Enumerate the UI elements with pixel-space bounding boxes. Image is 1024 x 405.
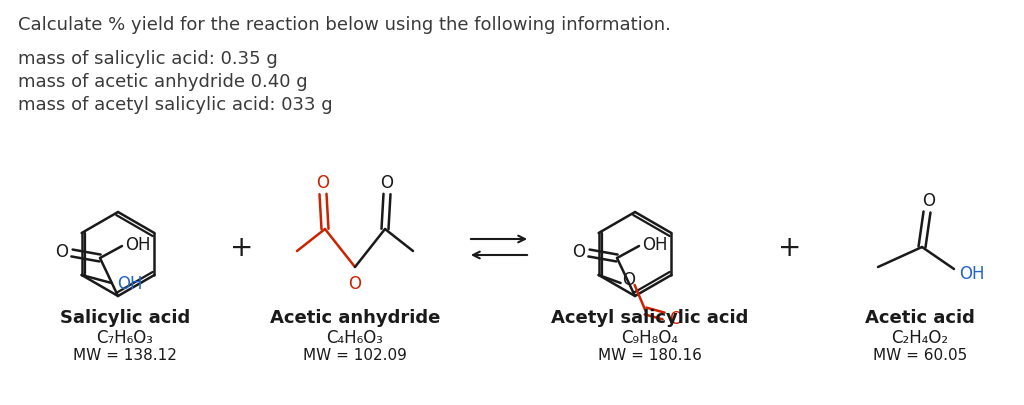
Text: O: O bbox=[923, 192, 936, 209]
Text: OH: OH bbox=[117, 274, 142, 292]
Text: Acetic acid: Acetic acid bbox=[865, 308, 975, 326]
Text: MW = 60.05: MW = 60.05 bbox=[872, 347, 967, 362]
Text: C₄H₆O₃: C₄H₆O₃ bbox=[327, 328, 383, 346]
Text: O: O bbox=[348, 274, 361, 292]
Text: Acetyl salicylic acid: Acetyl salicylic acid bbox=[551, 308, 749, 326]
Text: +: + bbox=[230, 233, 254, 261]
Text: mass of salicylic acid: 0.35 g: mass of salicylic acid: 0.35 g bbox=[18, 50, 278, 68]
Text: O: O bbox=[669, 309, 682, 327]
Text: mass of acetic anhydride 0.40 g: mass of acetic anhydride 0.40 g bbox=[18, 73, 307, 91]
Text: C₇H₆O₃: C₇H₆O₃ bbox=[96, 328, 154, 346]
Text: mass of acetyl salicylic acid: 033 g: mass of acetyl salicylic acid: 033 g bbox=[18, 96, 333, 114]
Text: O: O bbox=[381, 174, 393, 192]
Text: O: O bbox=[55, 243, 69, 260]
Text: OH: OH bbox=[125, 235, 151, 254]
Text: Calculate % yield for the reaction below using the following information.: Calculate % yield for the reaction below… bbox=[18, 16, 671, 34]
Text: Acetic anhydride: Acetic anhydride bbox=[269, 308, 440, 326]
Text: O: O bbox=[623, 270, 635, 288]
Text: +: + bbox=[778, 233, 802, 261]
Text: O: O bbox=[572, 243, 586, 260]
Text: MW = 102.09: MW = 102.09 bbox=[303, 347, 407, 362]
Text: C₉H₈O₄: C₉H₈O₄ bbox=[622, 328, 679, 346]
Text: O: O bbox=[316, 174, 330, 192]
Text: MW = 138.12: MW = 138.12 bbox=[73, 347, 177, 362]
Text: MW = 180.16: MW = 180.16 bbox=[598, 347, 701, 362]
Text: Salicylic acid: Salicylic acid bbox=[59, 308, 190, 326]
Text: OH: OH bbox=[959, 264, 985, 282]
Text: OH: OH bbox=[642, 235, 668, 254]
Text: C₂H₄O₂: C₂H₄O₂ bbox=[892, 328, 948, 346]
